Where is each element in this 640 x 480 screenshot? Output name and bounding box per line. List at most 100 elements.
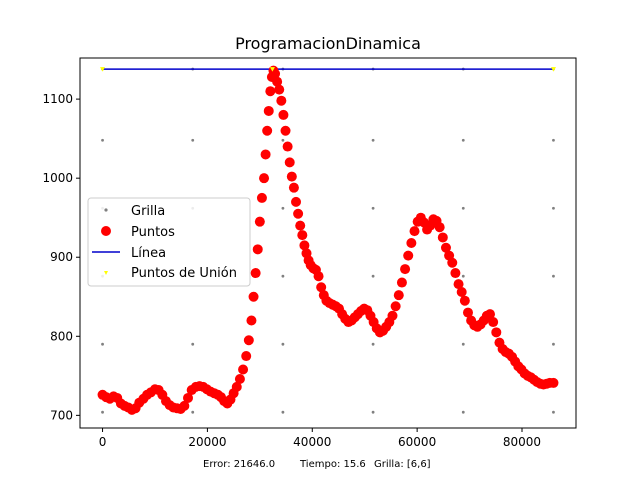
data-points-layer [97, 65, 559, 415]
data-point [450, 268, 461, 279]
grid-point [371, 410, 375, 414]
data-point [456, 287, 467, 298]
data-point [291, 196, 302, 207]
data-point [262, 125, 273, 136]
y-axis: 700 800 900 1000 1100 [42, 92, 80, 422]
grid-point [552, 206, 555, 210]
data-point [447, 257, 458, 268]
grid-point [461, 206, 465, 210]
legend-label-linea: Línea [131, 246, 166, 261]
grid-point [191, 342, 195, 346]
grid-point [191, 410, 195, 414]
plot-frame [79, 57, 577, 429]
data-point [459, 295, 470, 306]
x-tick-label: 0 [99, 435, 107, 449]
footer-stats: Error: 21646.0 Tiempo: 15.6 Grilla: [6,6… [203, 459, 431, 470]
data-point [276, 95, 287, 106]
data-point [390, 301, 401, 312]
y-tick-label: 700 [50, 408, 73, 422]
grid-point [461, 138, 465, 142]
data-point [409, 226, 420, 237]
grid-point [281, 410, 285, 414]
data-point [403, 250, 414, 261]
data-point [259, 173, 270, 184]
grid-point [461, 410, 465, 414]
legend-label-union: Puntos de Unión [131, 266, 237, 281]
grid-point [552, 274, 555, 278]
data-point [256, 192, 267, 203]
grid-point [552, 138, 555, 142]
data-point [284, 157, 295, 168]
data-point [295, 220, 306, 231]
legend-points-marker [101, 226, 111, 236]
data-point [491, 327, 502, 338]
grid-point [281, 274, 285, 278]
x-tick-label: 80000 [503, 435, 541, 449]
data-point [231, 381, 242, 392]
chart-title: ProgramacionDinamica [235, 34, 421, 53]
y-tick-label: 1100 [42, 92, 73, 106]
data-point [278, 109, 289, 120]
x-axis: 0 20000 40000 60000 80000 [99, 428, 541, 449]
grid-point [552, 410, 555, 414]
legend-label-puntos: Puntos [131, 225, 175, 240]
y-tick-label: 900 [50, 250, 73, 264]
grid-point [281, 342, 285, 346]
x-tick-label: 60000 [398, 435, 436, 449]
data-point [260, 149, 271, 160]
data-point [238, 364, 249, 375]
data-point [440, 242, 451, 253]
data-point [246, 315, 257, 326]
legend-box [87, 197, 251, 287]
join-point [269, 67, 275, 72]
grid-point [101, 342, 104, 346]
data-point [316, 282, 327, 293]
data-point [437, 232, 448, 243]
legend-join-marker [104, 271, 108, 275]
grid-point [371, 274, 375, 278]
join-points-layer [100, 67, 556, 72]
footer-grilla: Grilla: [6,6] [374, 459, 431, 470]
data-point [286, 171, 297, 182]
grid-point [281, 138, 285, 142]
data-point [282, 141, 293, 152]
data-point [434, 222, 445, 233]
y-tick-label: 800 [50, 329, 73, 343]
x-tick-label: 40000 [293, 435, 331, 449]
grid-point [281, 206, 285, 210]
data-point [396, 277, 407, 288]
grid-point [461, 342, 465, 346]
join-point [100, 67, 106, 72]
join-point [550, 67, 556, 72]
data-point [293, 208, 304, 219]
data-point [462, 307, 473, 318]
data-point [248, 291, 259, 302]
data-point [252, 244, 263, 255]
data-point [400, 264, 411, 275]
data-point [387, 310, 398, 321]
data-point [234, 373, 245, 384]
x-tick-label: 20000 [188, 435, 226, 449]
footer-error: Error: 21646.0 [203, 459, 275, 470]
data-point [297, 230, 308, 241]
data-point [254, 216, 265, 227]
data-point [488, 317, 499, 328]
grid-point [191, 138, 195, 142]
data-point [274, 84, 285, 95]
data-point [265, 86, 276, 97]
grid-point [101, 138, 104, 142]
grid-point [461, 274, 465, 278]
legend: Grilla Puntos Línea Puntos de Unión [87, 197, 251, 287]
y-tick-label: 1000 [42, 171, 73, 185]
data-point [548, 377, 559, 388]
data-point [393, 290, 404, 301]
grid-point [552, 342, 555, 346]
data-point [299, 240, 310, 251]
data-point [313, 271, 324, 282]
data-point [263, 105, 274, 116]
data-point [179, 400, 190, 411]
data-point [243, 335, 254, 346]
grid-point [371, 206, 375, 210]
grid-point [101, 410, 104, 414]
footer-tiempo: Tiempo: 15.6 [299, 459, 366, 470]
